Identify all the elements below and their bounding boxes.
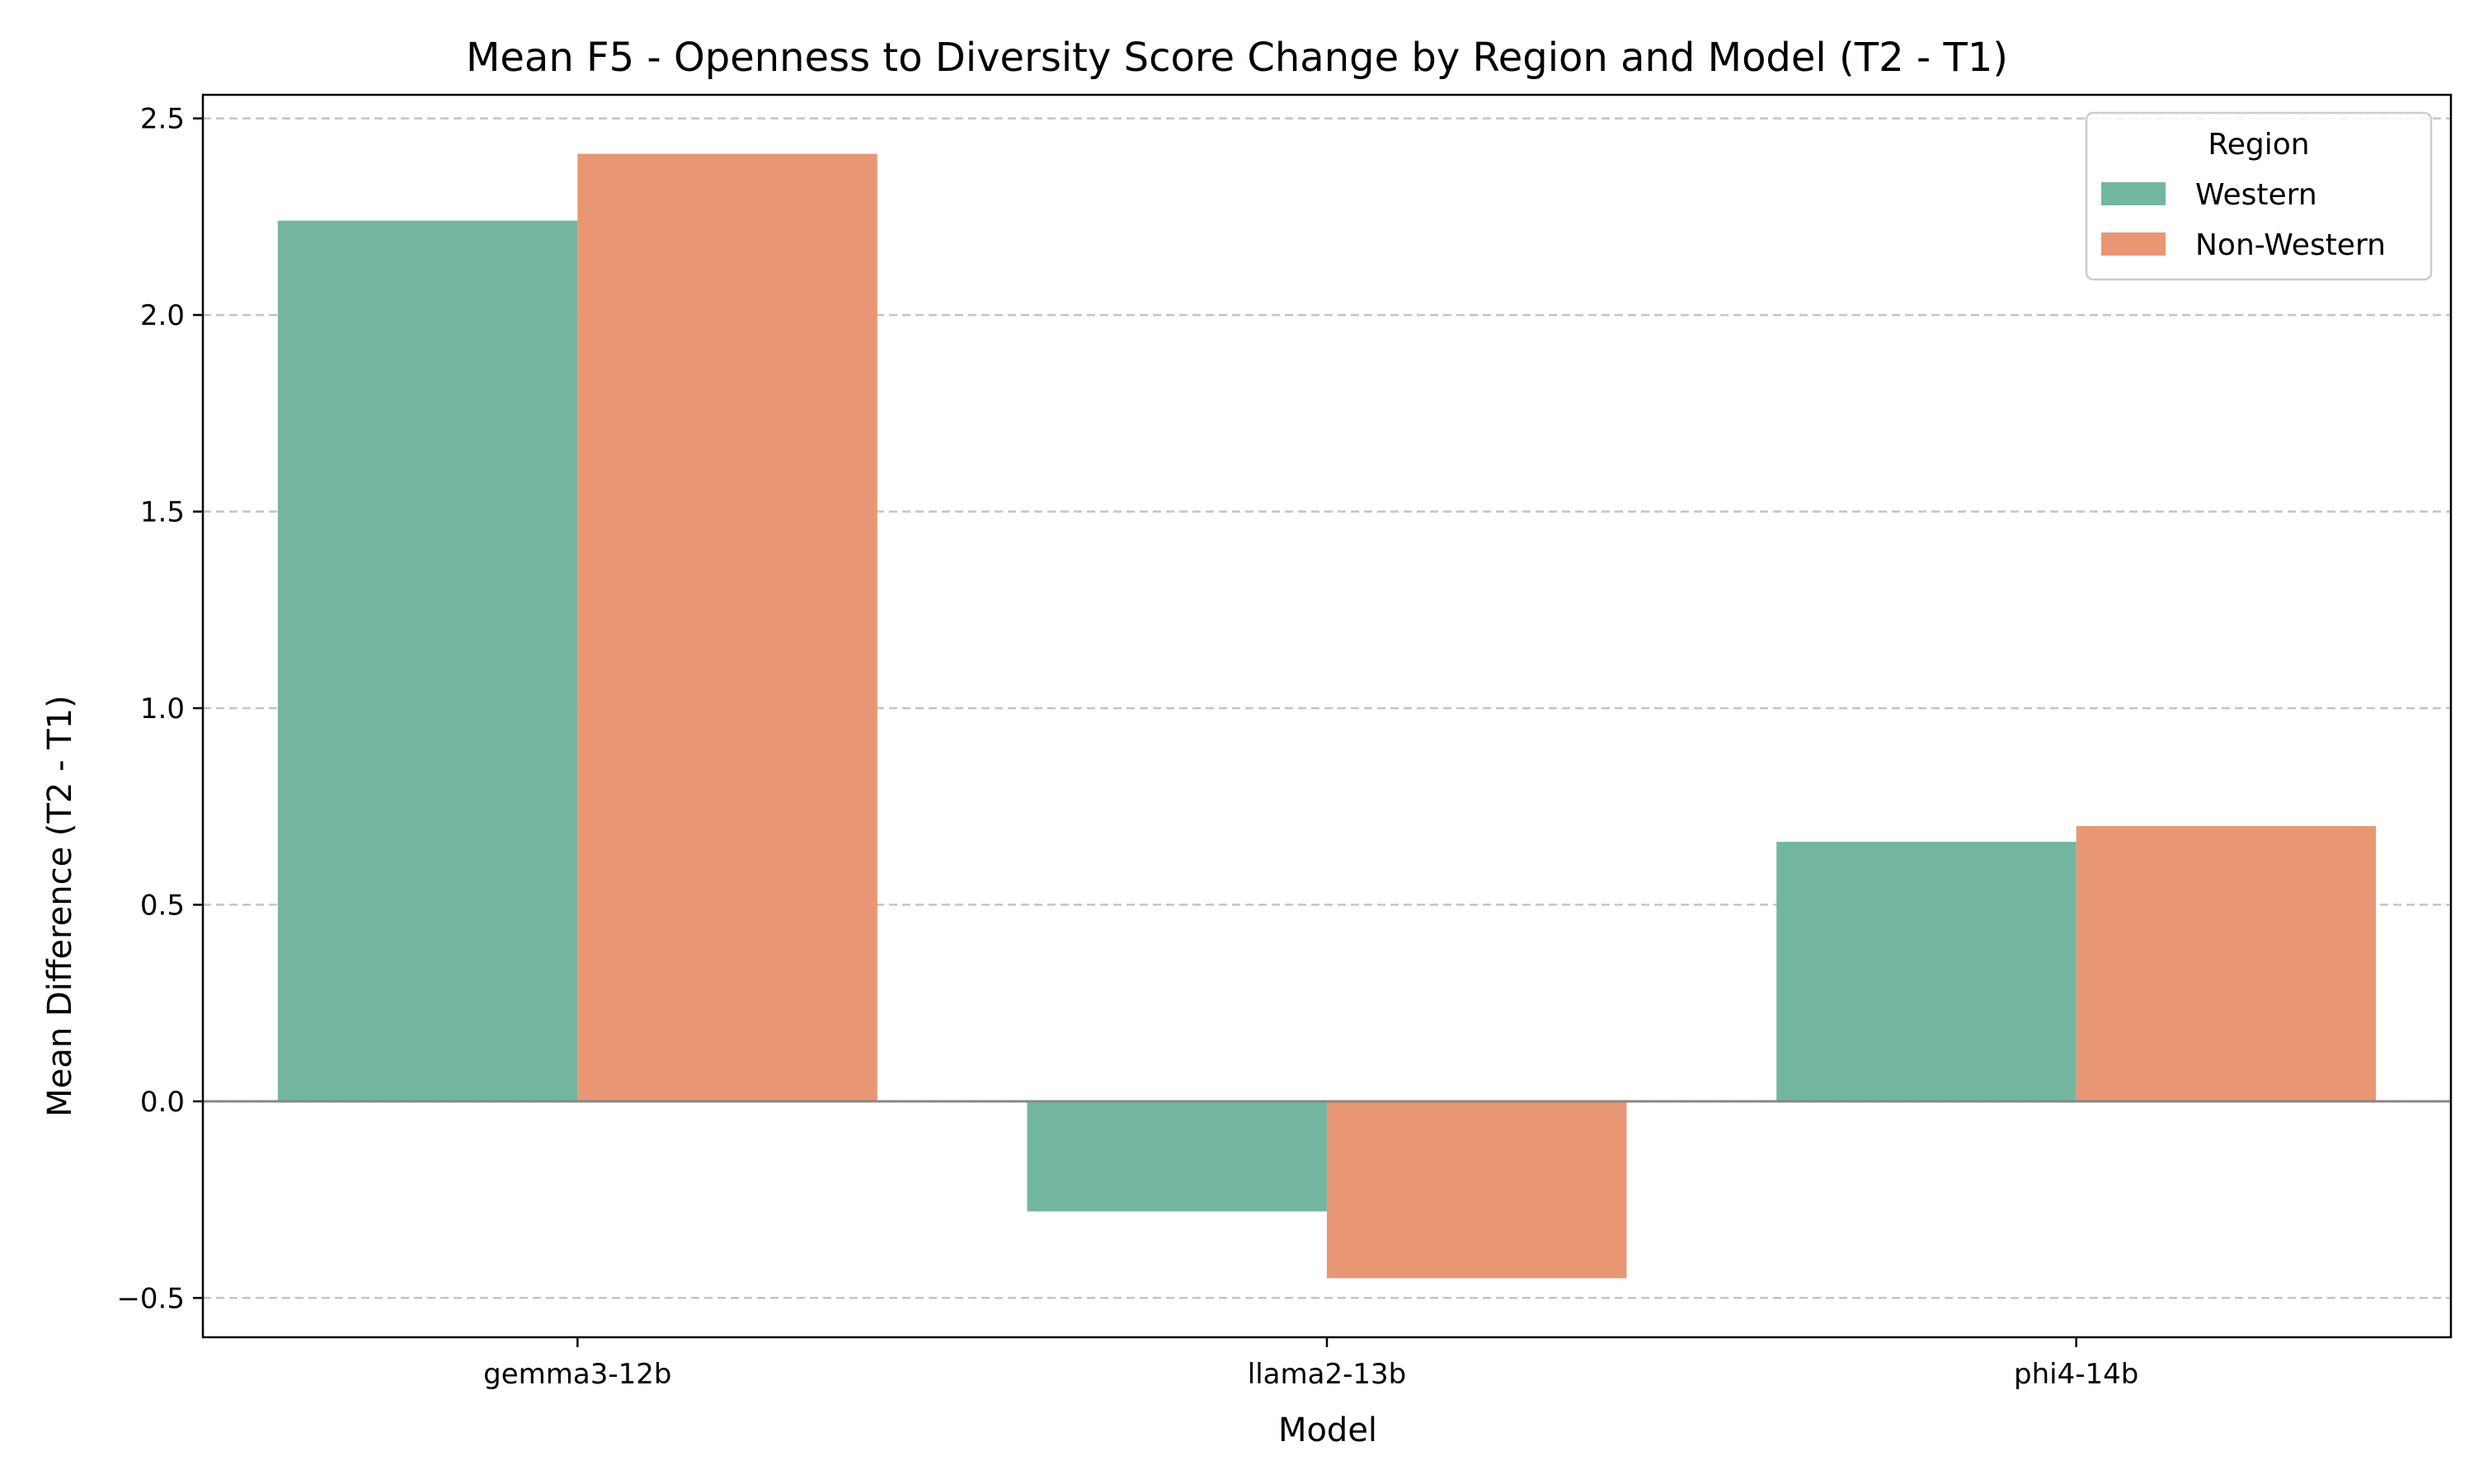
bar-non-western-gemma3-12b: [577, 153, 877, 1101]
y-axis-label: Mean Difference (T2 - T1): [41, 695, 79, 1116]
bar-western-gemma3-12b: [277, 220, 578, 1101]
y-tick-label: 1.0: [140, 693, 185, 726]
legend: Region Western Non-Western: [2085, 111, 2433, 281]
chart-title: Mean F5 - Openness to Diversity Score Ch…: [466, 35, 2008, 81]
x-tick-label: phi4-14b: [2014, 1358, 2138, 1391]
bar-non-western-phi4-14b: [2076, 826, 2377, 1101]
bar-western-llama2-13b: [1027, 1101, 1327, 1212]
legend-swatch-non-western: [2101, 232, 2166, 256]
y-axis: −0.5 0.0 0.5 1.0 1.5 2.0 2.5: [116, 103, 203, 1315]
y-tick-label: 1.5: [140, 496, 185, 529]
bar-non-western-llama2-13b: [1327, 1101, 1627, 1279]
bar-western-phi4-14b: [1776, 842, 2077, 1101]
x-tick-label: llama2-13b: [1248, 1358, 1406, 1391]
x-tick-label: gemma3-12b: [483, 1358, 671, 1391]
y-tick-label: 2.0: [140, 299, 185, 332]
x-axis-label: Model: [1278, 1411, 1377, 1449]
y-tick-label: −0.5: [116, 1282, 185, 1315]
y-tick-label: 0.0: [140, 1086, 185, 1119]
legend-frame: [2085, 111, 2433, 281]
legend-label-western: Western: [2195, 178, 2317, 212]
legend-title: Region: [2208, 128, 2309, 162]
x-axis: gemma3-12b llama2-13b phi4-14b: [483, 1337, 2138, 1391]
y-tick-label: 2.5: [140, 103, 185, 136]
legend-swatch-western: [2101, 182, 2166, 205]
bars: [277, 153, 2377, 1279]
legend-label-non-western: Non-Western: [2195, 228, 2386, 262]
y-tick-label: 0.5: [140, 889, 185, 922]
